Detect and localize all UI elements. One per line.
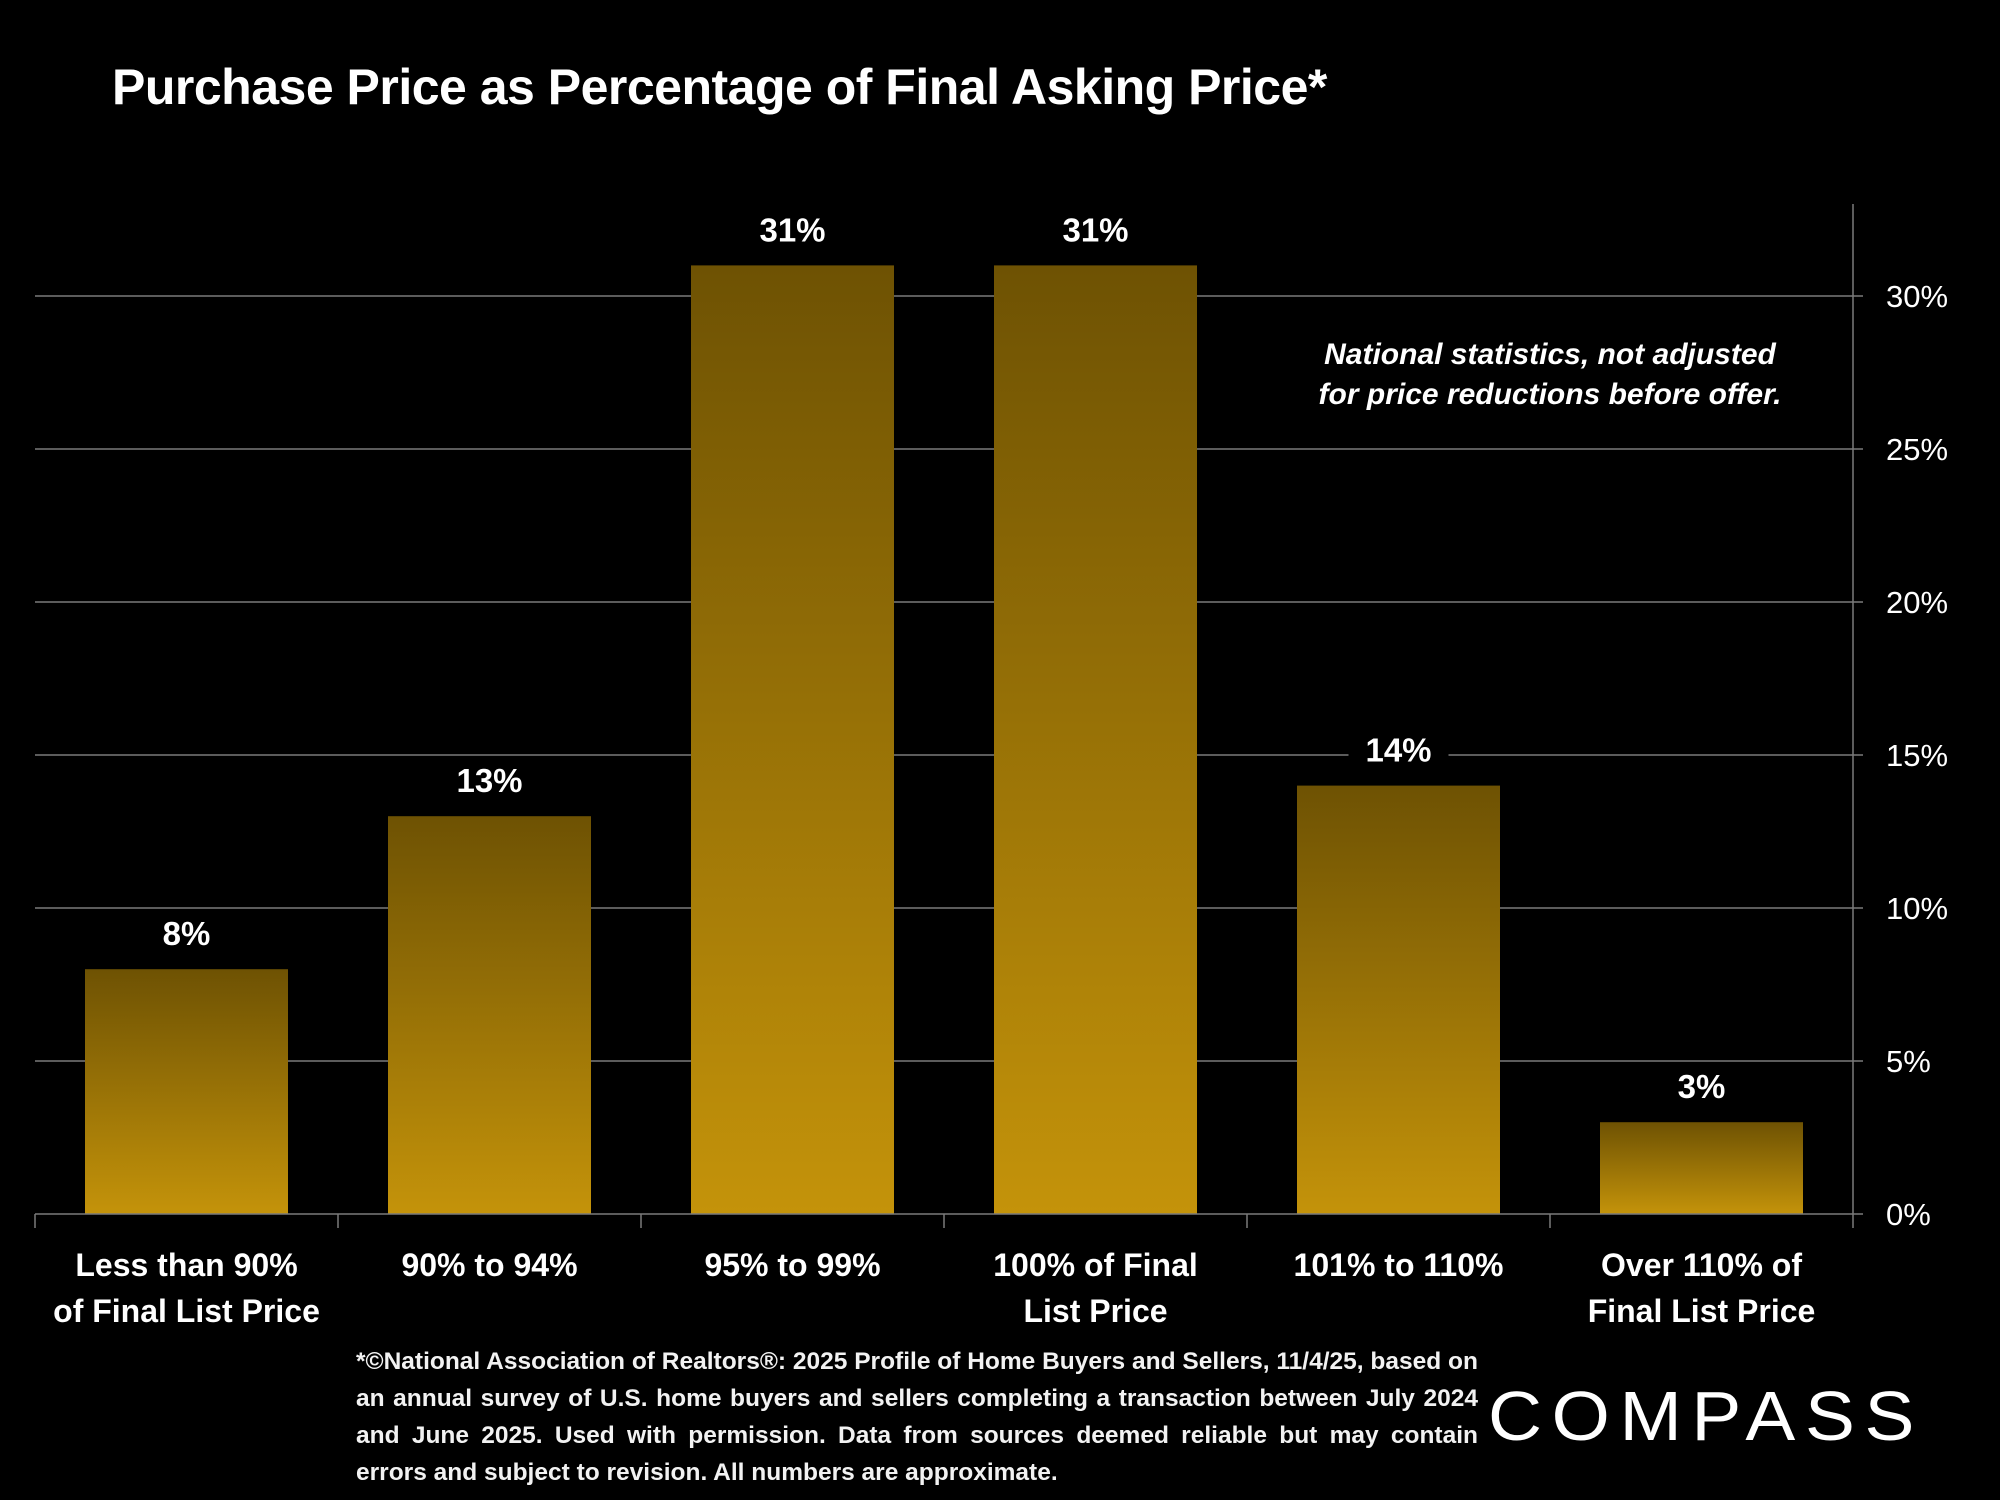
y-tick-label: 5% [1886, 1044, 1931, 1079]
data-label-bg [742, 207, 843, 248]
annotation-line-2: for price reductions before offer. [1318, 378, 1782, 411]
data-label-bg [439, 758, 540, 799]
bar [994, 265, 1197, 1214]
data-label: 31% [759, 211, 825, 248]
chart-title: Purchase Price as Percentage of Final As… [112, 59, 1327, 115]
y-tick-label: 30% [1886, 279, 1948, 314]
annotation-line-1: National statistics, not adjusted [1324, 338, 1776, 371]
y-tick-label: 15% [1886, 738, 1948, 773]
y-tick-label: 25% [1886, 432, 1948, 467]
data-label: 3% [1678, 1068, 1726, 1105]
y-tick-label: 20% [1886, 585, 1948, 620]
source-footnote: *©National Association of Realtors®: 202… [356, 1348, 1478, 1486]
labels: 0% 5% 10% 15% 20% 25% 30% 8% Less than 90% of Fin… [53, 207, 1948, 1329]
bar [85, 969, 288, 1214]
data-label: 14% [1365, 732, 1431, 769]
category-label: List Price [1023, 1293, 1167, 1329]
bar-chart: 0% 5% 10% 15% 20% 25% 30% 8% Less than 90% of Fin… [34, 204, 1948, 1329]
category-label: Over 110% of [1601, 1247, 1802, 1283]
bar [691, 265, 894, 1214]
data-label: 8% [163, 915, 211, 952]
y-tick-label: 0% [1886, 1197, 1931, 1232]
compass-logo: COMPASS [1488, 1377, 1924, 1455]
category-label: Less than 90% [75, 1247, 297, 1283]
data-label-bg [1045, 207, 1146, 248]
category-label: of Final List Price [53, 1293, 320, 1329]
data-label-bg [1651, 1064, 1752, 1105]
axes [34, 204, 1863, 1228]
category-label: Final List Price [1588, 1293, 1816, 1329]
y-tick-label: 10% [1886, 891, 1948, 926]
annotation-note: National statistics, not adjusted for pr… [1270, 335, 1830, 415]
category-label: 90% to 94% [401, 1247, 577, 1283]
data-label-bg [1348, 727, 1449, 768]
category-label: 101% to 110% [1294, 1247, 1504, 1283]
data-label-bg [136, 911, 237, 952]
category-label: 95% to 99% [704, 1247, 880, 1283]
gridlines [35, 295, 1853, 1062]
bars [85, 265, 1803, 1214]
data-label: 13% [456, 762, 522, 799]
bar [388, 816, 591, 1214]
bar [1600, 1122, 1803, 1214]
bar [1297, 785, 1500, 1214]
logo-text: COMPASS [1488, 1377, 1924, 1455]
data-label: 31% [1062, 211, 1128, 248]
category-label: 100% of Final [993, 1247, 1198, 1283]
